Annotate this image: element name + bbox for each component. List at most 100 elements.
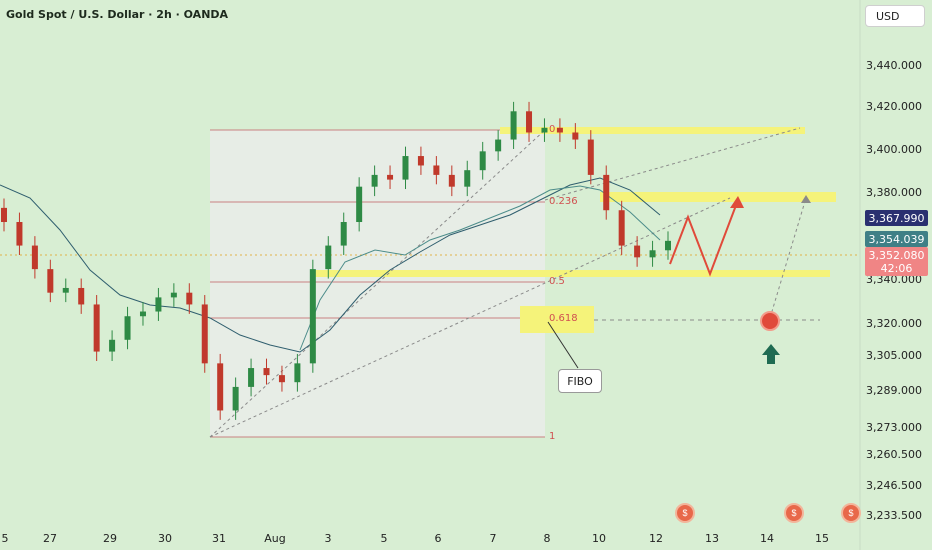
- candle-body: [495, 139, 502, 152]
- price-tick: 3,233.500: [866, 509, 922, 522]
- time-tick: 10: [592, 532, 606, 545]
- candle-body: [572, 132, 579, 140]
- candle-body: [634, 245, 641, 258]
- target-circle-icon: [760, 311, 780, 331]
- candle-body: [479, 151, 486, 171]
- fib-ratio-0236: 0.236: [549, 196, 578, 207]
- price-tick: 3,380.000: [866, 186, 922, 199]
- fibo-annotation[interactable]: FIBO: [558, 369, 602, 393]
- us-flag-event-icon[interactable]: $: [784, 503, 804, 523]
- time-tick: 6: [434, 532, 442, 545]
- candle-body: [31, 245, 38, 270]
- time-tick: 12: [649, 532, 663, 545]
- candle-body: [433, 165, 440, 175]
- currency-button[interactable]: USD: [865, 5, 925, 27]
- trendline-3: [544, 127, 801, 201]
- candle-body: [309, 269, 316, 364]
- candle-body: [387, 174, 394, 180]
- price-tick: 3,305.000: [866, 349, 922, 362]
- price-tick: 3,260.500: [866, 448, 922, 461]
- candlesticks: [1, 101, 671, 420]
- price-tick: 3,246.500: [866, 479, 922, 492]
- ma-slow-price-tag: 3,367.990: [865, 210, 928, 226]
- up-arrow-icon: [762, 344, 780, 364]
- projection-dashed: [769, 197, 807, 319]
- time-tick: 27: [43, 532, 57, 545]
- last-price-tag: 3,352.080: [865, 247, 928, 263]
- time-tick: 13: [705, 532, 719, 545]
- time-tick: 14: [760, 532, 774, 545]
- ma-fast: [299, 185, 661, 351]
- us-flag-event-icon[interactable]: $: [675, 503, 695, 523]
- fibo-pointer-line: [547, 321, 579, 369]
- price-tick: 3,273.000: [866, 421, 922, 434]
- support-zone: [310, 270, 830, 277]
- candle-body: [186, 292, 193, 305]
- bar-countdown-tag: 42:06: [865, 260, 928, 276]
- fib-ratio-1: 1: [549, 431, 556, 442]
- target-zone: [520, 306, 594, 333]
- candle-body: [356, 186, 363, 223]
- fib-ratio-0: 0: [549, 124, 556, 135]
- candle-body: [371, 174, 378, 187]
- price-tick: 3,320.000: [866, 317, 922, 330]
- candle-body: [16, 222, 23, 246]
- candle-body: [78, 287, 85, 305]
- candle-body: [464, 170, 471, 187]
- price-tick: 3,420.000: [866, 100, 922, 113]
- candle-body: [448, 174, 455, 187]
- candle-body: [1, 207, 7, 223]
- candle-body: [417, 156, 424, 166]
- fib-ratio-05: 0.5: [549, 276, 565, 287]
- chart-title: Gold Spot / U.S. Dollar · 2h · OANDA: [6, 8, 229, 21]
- candle-body: [325, 245, 332, 270]
- price-tick: 3,400.000: [866, 143, 922, 156]
- candle-body: [139, 311, 146, 317]
- ma-slow: [0, 177, 661, 353]
- candle-body: [278, 375, 285, 383]
- candle-body: [109, 339, 116, 352]
- candle-body: [649, 250, 656, 258]
- time-tick: 3: [324, 532, 332, 545]
- candle-body: [294, 363, 301, 383]
- resistance-zone: [500, 127, 805, 134]
- candle-body: [93, 304, 100, 352]
- us-flag-event-icon[interactable]: $: [841, 503, 861, 523]
- fib-ratio-0618: 0.618: [549, 313, 578, 324]
- candle-body: [665, 240, 671, 251]
- time-tick: 5: [1, 532, 9, 545]
- candle-body: [170, 292, 177, 298]
- candle-body: [155, 297, 162, 312]
- candle-body: [232, 386, 239, 411]
- candle-body: [618, 210, 625, 246]
- candle-body: [217, 363, 224, 411]
- projection-arrowhead: [730, 196, 744, 208]
- price-tick: 3,289.000: [866, 384, 922, 397]
- time-tick: 5: [380, 532, 388, 545]
- candle-body: [340, 222, 347, 246]
- candle-body: [541, 127, 548, 133]
- candle-body: [248, 368, 255, 387]
- candle-body: [603, 174, 610, 211]
- ma-fast-price-tag: 3,354.039: [865, 231, 928, 247]
- candle-body: [510, 111, 517, 140]
- projection-path: [669, 199, 739, 277]
- candle-body: [263, 368, 270, 376]
- time-tick: 29: [103, 532, 117, 545]
- candle-body: [526, 111, 533, 133]
- price-tick: 3,440.000: [866, 59, 922, 72]
- candle-body: [556, 127, 563, 133]
- candle-body: [201, 304, 208, 364]
- trendline-1: [209, 129, 546, 438]
- candle-body: [587, 139, 594, 175]
- time-tick: 31: [212, 532, 226, 545]
- time-tick: Aug: [264, 532, 286, 545]
- candle-body: [124, 316, 131, 340]
- candle-body: [47, 269, 54, 293]
- time-tick: 8: [543, 532, 551, 545]
- candle-body: [62, 287, 69, 293]
- projection-dashed-arrowhead: [801, 195, 811, 203]
- time-tick: 15: [815, 532, 829, 545]
